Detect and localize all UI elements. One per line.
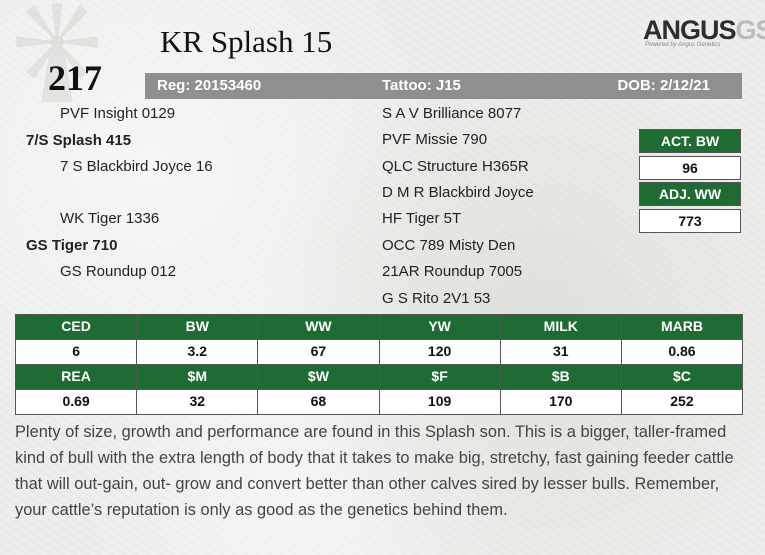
epd-header-cell: MARB: [620, 314, 744, 340]
logo-tagline: Powered by Angus Genetics: [645, 42, 721, 48]
epd-value-cell: 3.2: [136, 339, 259, 365]
pedigree-sire-sire: PVF Insight 0129: [60, 105, 176, 122]
pedigree-right-item: PVF Missie 790: [382, 131, 488, 148]
adjusted-ww-label: ADJ. WW: [639, 182, 741, 206]
epd-header-cell: $W: [257, 364, 380, 390]
animal-name: KR Splash 15: [160, 24, 333, 59]
pedigree-sire: 7/S Splash 415: [26, 132, 132, 149]
epd-value-row: 0.69 32 68 109 170 252: [15, 389, 744, 415]
date-of-birth: DOB: 2/12/21: [617, 77, 710, 94]
epd-value-cell: 252: [620, 389, 744, 415]
epd-value-row: 6 3.2 67 120 31 0.86: [15, 339, 744, 365]
registration-number: Reg: 20153460: [157, 77, 262, 94]
description-paragraph: Plenty of size, growth and performance a…: [15, 423, 734, 519]
epd-value-cell: 170: [499, 389, 622, 415]
windmill-icon: [16, 3, 98, 102]
pedigree-dam-sire: WK Tiger 1336: [60, 210, 160, 227]
angus-gs-logo: ANGUSGS Powered by Angus Genetics: [643, 15, 765, 63]
epd-header-cell: MILK: [499, 314, 622, 340]
pedigree-dam: GS Tiger 710: [26, 237, 118, 254]
pedigree-right-item: 21AR Roundup 7005: [382, 263, 523, 280]
epd-header-cell: CED: [15, 314, 138, 340]
epd-value-cell: 31: [499, 339, 622, 365]
actual-bw-value: 96: [639, 156, 741, 180]
lot-number: 217: [48, 58, 102, 98]
pedigree-right-item: S A V Brilliance 8077: [382, 105, 522, 122]
adjusted-ww-value: 773: [639, 209, 741, 233]
epd-value-cell: 6: [15, 339, 138, 365]
epd-header-cell: $M: [136, 364, 259, 390]
epd-header-row: REA $M $W $F $B $C: [15, 364, 744, 390]
epd-value-cell: 67: [257, 339, 380, 365]
registration-bar: Reg: 20153460 Tattoo: J15 DOB: 2/12/21: [145, 73, 742, 99]
epd-value-cell: 120: [378, 339, 501, 365]
epd-value-cell: 68: [257, 389, 380, 415]
pedigree-right-item: HF Tiger 5T: [382, 210, 462, 227]
epd-header-cell: $F: [378, 364, 501, 390]
pedigree-right-item: QLC Structure H365R: [382, 158, 529, 175]
epd-header-cell: WW: [257, 314, 380, 340]
tattoo: Tattoo: J15: [382, 77, 461, 94]
epd-header-row: CED BW WW YW MILK MARB: [15, 314, 744, 340]
pedigree-right-item: G S Rito 2V1 53: [382, 290, 491, 307]
epd-value-cell: 32: [136, 389, 259, 415]
logo-accent-text: GS: [735, 15, 765, 45]
epd-header-cell: BW: [136, 314, 259, 340]
pedigree-sire-dam: 7 S Blackbird Joyce 16: [60, 158, 213, 175]
logo-main-text: ANGUS: [643, 15, 737, 45]
epd-value-cell: 109: [378, 389, 501, 415]
epd-header-cell: $C: [620, 364, 744, 390]
pedigree-right-item: OCC 789 Misty Den: [382, 237, 516, 254]
epd-header-cell: $B: [499, 364, 622, 390]
pedigree-dam-dam: GS Roundup 012: [60, 263, 176, 280]
epd-value-cell: 0.86: [620, 339, 744, 365]
epd-header-cell: REA: [15, 364, 138, 390]
epd-table: CED BW WW YW MILK MARB 6 3.2 67 120 31 0…: [15, 314, 744, 415]
epd-header-cell: YW: [378, 314, 501, 340]
pedigree-right-item: D M R Blackbird Joyce: [382, 184, 534, 201]
actual-bw-label: ACT. BW: [639, 129, 741, 153]
epd-value-cell: 0.69: [15, 389, 138, 415]
